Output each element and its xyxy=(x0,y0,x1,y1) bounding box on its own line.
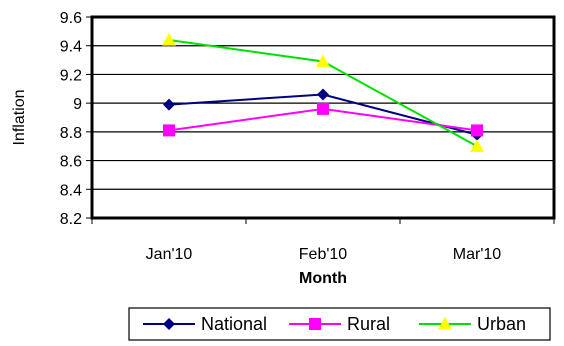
legend-item-urban: Urban xyxy=(419,314,526,334)
data-point-national xyxy=(163,98,175,111)
legend-label-national: National xyxy=(201,314,267,334)
legend-marker-urban xyxy=(438,317,452,330)
legend: National Rural Urban xyxy=(128,307,551,341)
y-tick-label: 8.4 xyxy=(60,182,82,199)
x-axis-ticks: Jan'10 Feb'10 Mar'10 xyxy=(91,218,555,263)
y-tick-label: 9.4 xyxy=(60,39,82,56)
legend-item-national: National xyxy=(143,314,267,334)
legend-item-rural: Rural xyxy=(289,314,390,334)
legend-label-rural: Rural xyxy=(347,314,390,334)
y-tick-label: 9.6 xyxy=(60,10,82,27)
series-lines xyxy=(162,32,484,152)
y-tick-label: 8.2 xyxy=(60,211,82,228)
data-point-rural xyxy=(163,124,175,137)
legend-label-urban: Urban xyxy=(477,314,526,334)
data-point-urban xyxy=(162,32,176,46)
data-point-rural xyxy=(317,102,329,115)
y-axis-title: Inflation xyxy=(11,89,28,145)
x-tick-label: Jan'10 xyxy=(146,246,193,263)
plot-area-frame xyxy=(90,15,556,220)
x-axis-title: Month xyxy=(299,270,347,287)
y-axis-ticks: 8.2 8.4 8.6 8.8 9 9.2 9.4 9.6 xyxy=(60,10,92,228)
data-point-urban xyxy=(470,139,484,152)
y-tick-label: 9.2 xyxy=(60,67,82,84)
data-point-urban xyxy=(316,54,330,68)
y-tick-label: 9 xyxy=(73,96,82,113)
y-tick-label: 8.6 xyxy=(60,154,82,171)
legend-marker-rural xyxy=(309,318,321,330)
y-tick-label: 8.8 xyxy=(60,125,82,142)
series-urban xyxy=(162,32,484,152)
data-point-national xyxy=(317,88,329,101)
gridlines xyxy=(92,45,554,190)
data-point-rural xyxy=(471,124,483,137)
legend-marker-national xyxy=(163,318,175,330)
x-tick-label: Feb'10 xyxy=(299,246,348,263)
series-rural xyxy=(163,102,483,137)
x-tick-label: Mar'10 xyxy=(453,246,502,263)
